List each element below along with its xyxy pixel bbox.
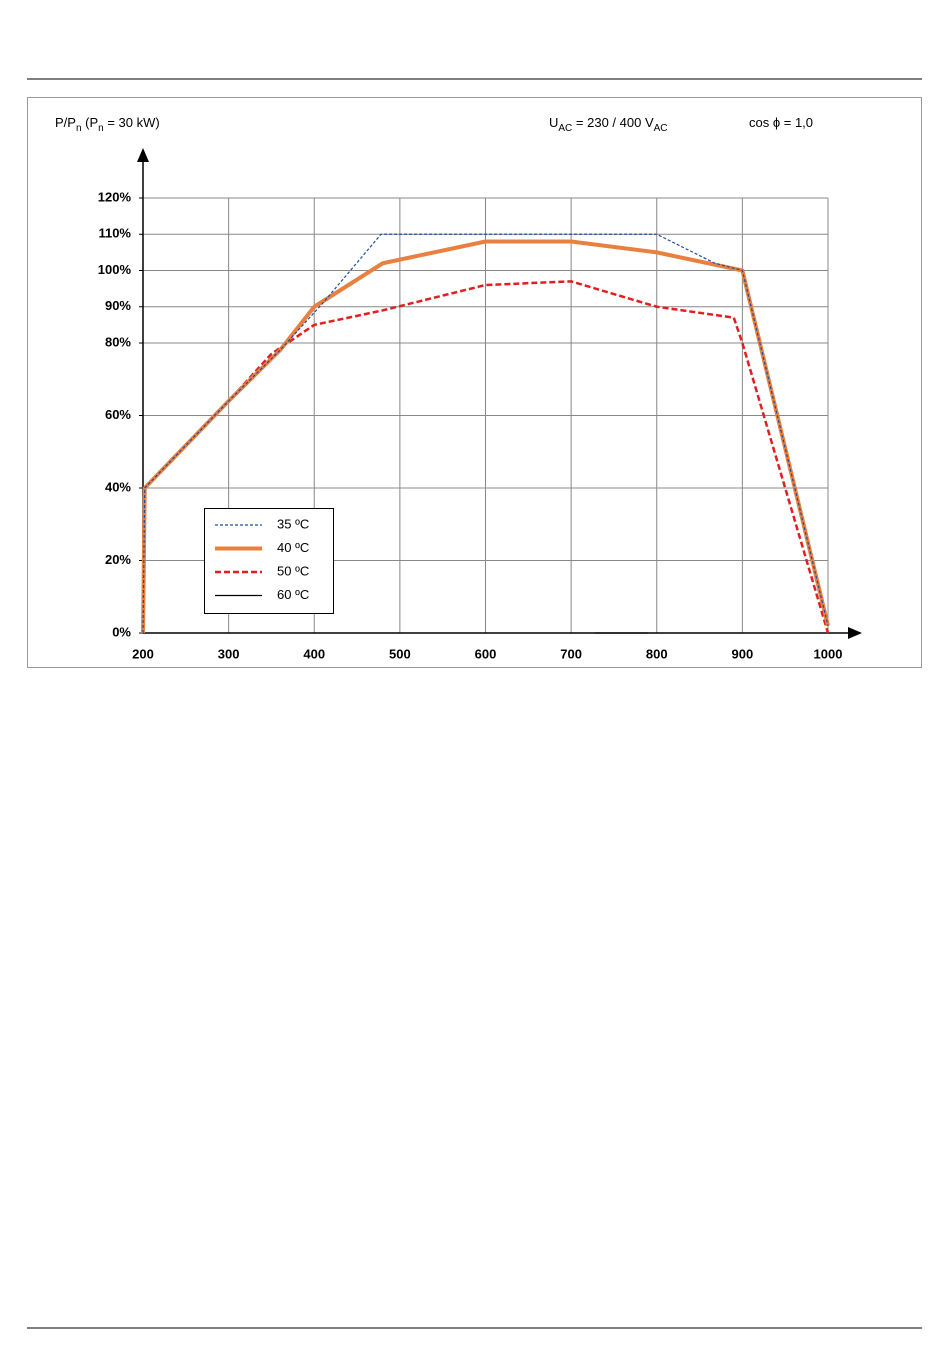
x-axis-arrow: [848, 627, 862, 639]
y-tick-label: 110%: [98, 226, 131, 241]
y-tick-label: 0%: [112, 624, 131, 639]
x-tick-label: 700: [560, 646, 582, 661]
x-tick-label: 500: [389, 646, 411, 661]
chart-frame: [27, 97, 922, 668]
y-axis-label-part: = 30 kW): [104, 115, 160, 130]
series-line: [142, 233, 829, 634]
x-tick-label: 200: [132, 646, 154, 661]
y-tick-label: 90%: [105, 298, 131, 313]
y-axis-label-part: P/P: [55, 115, 76, 130]
y-tick-label: 40%: [105, 479, 131, 494]
annotation: UAC = 230 / 400 VAC: [549, 115, 668, 133]
y-axis-arrow: [137, 148, 149, 162]
annotation-part: AC: [558, 123, 572, 134]
x-tick-label: 1000: [814, 646, 843, 661]
y-tick-label: 100%: [98, 262, 132, 277]
y-axis-label: P/Pn (Pn = 30 kW): [55, 115, 160, 133]
y-tick-label: 20%: [105, 552, 131, 567]
y-tick-label: 80%: [105, 334, 131, 349]
annotation-part: = 230 / 400 V: [572, 115, 654, 130]
annotation-part: cos ϕ = 1,0: [749, 115, 813, 130]
y-tick-label: 60%: [105, 407, 131, 422]
x-tick-label: 800: [646, 646, 668, 661]
legend-label: 35 ºC: [277, 516, 309, 531]
legend-label: 40 ºC: [277, 540, 309, 555]
y-axis-label-part: n: [98, 123, 104, 134]
legend-label: 60 ºC: [277, 587, 309, 602]
x-tick-label: 400: [303, 646, 325, 661]
y-axis-label-part: (P: [82, 115, 99, 130]
legend-box: [204, 508, 334, 614]
y-axis-label-part: n: [76, 123, 82, 134]
x-tick-label: 900: [732, 646, 754, 661]
annotation-part: AC: [654, 123, 668, 134]
x-tick-label: 300: [218, 646, 240, 661]
legend-label: 50 ºC: [277, 563, 309, 578]
y-tick-label: 120%: [98, 189, 132, 204]
annotation: cos ϕ = 1,0: [749, 115, 813, 130]
x-tick-label: 600: [475, 646, 497, 661]
annotation-part: U: [549, 115, 558, 130]
